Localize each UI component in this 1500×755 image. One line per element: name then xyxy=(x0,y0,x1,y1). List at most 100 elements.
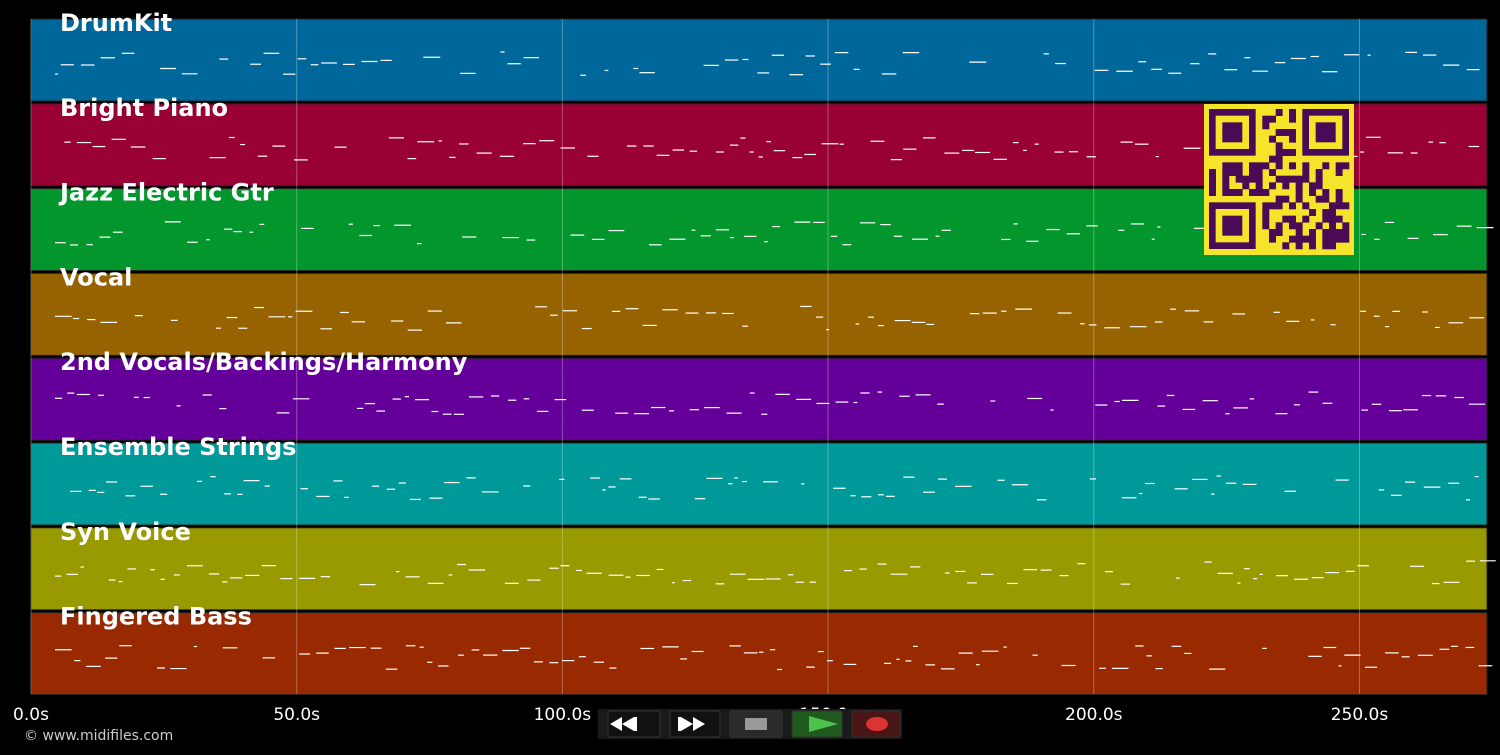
qr-module xyxy=(1249,169,1256,176)
qr-module xyxy=(1209,189,1216,196)
qr-module xyxy=(1329,209,1336,216)
qr-module xyxy=(1322,229,1330,236)
qr-module xyxy=(1289,129,1296,136)
qr-module xyxy=(1335,229,1343,236)
qr-module xyxy=(1229,189,1236,196)
qr-module xyxy=(1269,155,1276,163)
record-button[interactable] xyxy=(851,710,901,738)
qr-module xyxy=(1322,209,1330,216)
qr-module xyxy=(1329,222,1336,230)
qr-module xyxy=(1275,155,1283,163)
qr-module xyxy=(1262,222,1270,230)
qr-module xyxy=(1295,235,1303,243)
qr-module xyxy=(1275,222,1283,230)
track-name: DrumKit xyxy=(60,9,172,37)
qr-module xyxy=(1295,229,1303,236)
qr-module xyxy=(1275,202,1283,210)
qr-module xyxy=(1329,235,1336,243)
qr-module xyxy=(1289,175,1296,183)
track-name: Vocal xyxy=(60,263,132,291)
qr-finder xyxy=(1222,122,1243,143)
track-lane xyxy=(30,18,1488,102)
qr-module xyxy=(1235,175,1243,183)
qr-module xyxy=(1282,242,1290,250)
qr-module xyxy=(1309,242,1316,250)
qr-module xyxy=(1282,195,1290,203)
qr-module xyxy=(1282,182,1290,190)
grid xyxy=(30,19,1360,694)
qr-module xyxy=(1209,169,1216,176)
qr-module xyxy=(1342,235,1350,243)
qr-module xyxy=(1275,129,1283,136)
qr-module xyxy=(1302,215,1310,223)
qr-module xyxy=(1329,242,1336,250)
qr-module xyxy=(1269,182,1276,190)
qr-module xyxy=(1322,162,1330,170)
qr-module xyxy=(1289,109,1296,116)
qr-module xyxy=(1229,169,1236,176)
qr-module xyxy=(1315,175,1323,183)
track-name: 2nd Vocals/Backings/Harmony xyxy=(60,348,468,376)
qr-module xyxy=(1335,215,1343,223)
qr-module xyxy=(1269,229,1276,236)
track-lane xyxy=(30,612,1488,696)
qr-module xyxy=(1322,235,1330,243)
tick-label: 250.0s xyxy=(1331,705,1389,725)
qr-module xyxy=(1282,129,1290,136)
qr-module xyxy=(1315,222,1323,230)
notes xyxy=(55,51,1496,671)
stop-button[interactable] xyxy=(729,710,783,738)
qr-module xyxy=(1262,215,1270,223)
qr-module xyxy=(1282,175,1290,183)
qr-module xyxy=(1275,195,1283,203)
qr-finder xyxy=(1222,215,1243,236)
tick-label: 100.0s xyxy=(534,705,592,725)
fast-forward-button[interactable] xyxy=(669,710,721,738)
qr-module xyxy=(1322,189,1330,196)
qr-module xyxy=(1295,175,1303,183)
qr-module xyxy=(1255,162,1263,170)
qr-module xyxy=(1302,175,1310,183)
qr-module xyxy=(1289,135,1296,143)
qr-module xyxy=(1262,189,1270,196)
copyright: © www.midifiles.com xyxy=(24,728,173,744)
qr-module xyxy=(1335,235,1343,243)
qr-module xyxy=(1302,169,1310,176)
track-name: Bright Piano xyxy=(60,94,228,122)
qr-module xyxy=(1289,115,1296,123)
qr-module xyxy=(1289,222,1296,230)
qr-finder xyxy=(1315,122,1336,143)
qr-module xyxy=(1335,202,1343,210)
track-name: Syn Voice xyxy=(60,518,191,546)
qr-code xyxy=(1204,104,1354,255)
qr-module xyxy=(1309,189,1316,196)
qr-module xyxy=(1322,242,1330,250)
qr-module xyxy=(1242,175,1250,183)
qr-module xyxy=(1262,115,1270,123)
qr-module xyxy=(1209,175,1216,183)
qr-module xyxy=(1249,162,1256,170)
tick-label: 50.0s xyxy=(273,705,320,725)
qr-module xyxy=(1235,162,1243,170)
qr-module xyxy=(1335,162,1343,170)
qr-module xyxy=(1322,215,1330,223)
qr-module xyxy=(1289,162,1296,170)
qr-module xyxy=(1302,235,1310,243)
qr-module xyxy=(1209,182,1216,190)
qr-module xyxy=(1269,202,1276,210)
qr-module xyxy=(1222,189,1230,196)
rewind-button[interactable] xyxy=(607,710,661,738)
qr-module xyxy=(1262,209,1270,216)
qr-module xyxy=(1269,169,1276,176)
qr-module xyxy=(1289,215,1296,223)
track-lane xyxy=(30,272,1488,356)
tick-label: 0.0s xyxy=(13,705,49,725)
qr-module xyxy=(1295,242,1303,250)
qr-module xyxy=(1249,175,1256,183)
qr-module xyxy=(1315,169,1323,176)
qr-module xyxy=(1329,202,1336,210)
qr-module xyxy=(1235,169,1243,176)
play-button[interactable] xyxy=(791,710,843,738)
qr-module xyxy=(1222,175,1230,183)
